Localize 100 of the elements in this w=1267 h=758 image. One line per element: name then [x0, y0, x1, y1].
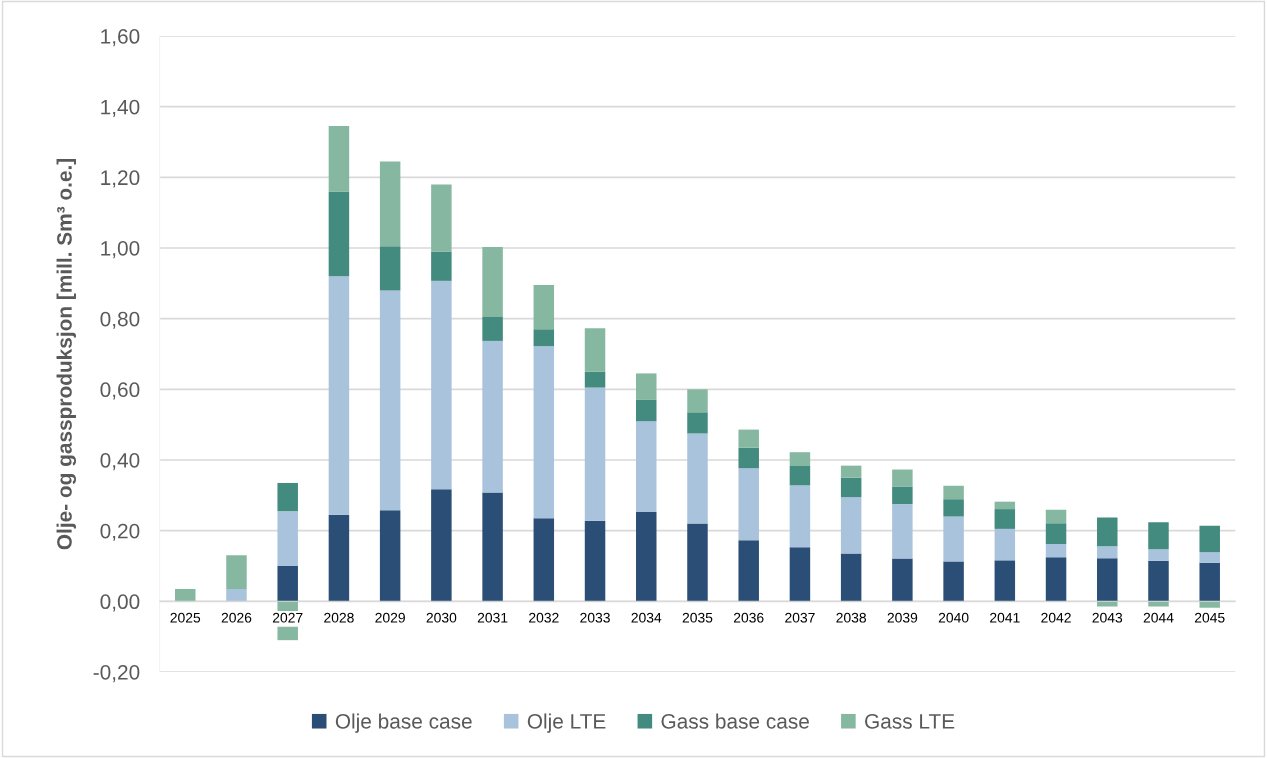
bar — [994, 501, 1016, 510]
legend-label: Gass base case — [661, 713, 809, 729]
bar — [1199, 601, 1220, 608]
x-tick-label: 2031 — [477, 612, 508, 623]
y-tick-label: 0,80 — [100, 311, 140, 329]
bar — [636, 421, 657, 512]
bar — [328, 276, 350, 515]
bar — [1199, 562, 1220, 602]
bar — [584, 520, 606, 602]
bar — [738, 540, 759, 602]
bar — [994, 509, 1016, 529]
bar — [840, 477, 862, 498]
bar — [482, 492, 503, 602]
bar — [482, 316, 503, 341]
bar — [1148, 522, 1169, 550]
bar — [226, 588, 247, 602]
bar — [789, 452, 811, 466]
bar — [636, 399, 657, 422]
bar — [533, 346, 555, 519]
bar — [1045, 544, 1067, 558]
bar — [175, 588, 196, 602]
bar — [738, 429, 759, 448]
bar — [994, 528, 1016, 561]
x-tick-label: 2030 — [426, 612, 457, 623]
bar — [738, 468, 759, 541]
bar — [379, 290, 401, 511]
bar — [328, 514, 350, 602]
bar — [1097, 601, 1118, 607]
bar — [840, 465, 862, 478]
bar — [277, 511, 298, 566]
x-tick-label: 2027 — [272, 612, 303, 623]
bar — [431, 184, 452, 252]
legend-label: Olje LTE — [527, 713, 606, 733]
bar — [892, 558, 913, 602]
x-tick-label: 2035 — [682, 612, 713, 623]
y-tick-label: 0,60 — [100, 382, 140, 400]
bar — [943, 561, 964, 602]
bar — [892, 504, 913, 559]
y-tick-label: 1,00 — [101, 240, 140, 259]
bar — [482, 340, 503, 493]
bar — [1199, 525, 1220, 553]
x-tick-label: 2025 — [170, 612, 201, 623]
x-tick-label: 2043 — [1092, 612, 1123, 623]
bar — [840, 497, 862, 554]
bar — [431, 280, 452, 490]
x-tick-label: 2038 — [836, 612, 866, 623]
bar — [892, 469, 913, 487]
bar — [636, 511, 657, 602]
bar — [943, 485, 964, 500]
bar — [840, 553, 862, 602]
bar — [1097, 546, 1118, 559]
y-tick-label: 0,20 — [100, 523, 140, 541]
bar — [1148, 549, 1169, 561]
bar — [226, 555, 247, 589]
bar — [533, 518, 555, 602]
bar — [533, 329, 555, 347]
x-tick-label: 2039 — [887, 612, 918, 623]
bar — [277, 482, 298, 512]
bar — [943, 516, 964, 562]
x-tick-label: 2045 — [1194, 612, 1225, 623]
bar — [1045, 523, 1067, 545]
bar — [584, 387, 606, 521]
bar — [1097, 517, 1118, 547]
x-tick-label: 2037 — [785, 612, 815, 623]
x-tick-label: 2042 — [1041, 612, 1071, 623]
y-axis-title: Olje- og gassproduksjon [mill. Sm³ o.e.] — [56, 158, 77, 550]
bar — [584, 328, 606, 372]
bar — [1199, 552, 1220, 563]
bar — [636, 373, 657, 400]
bar — [994, 560, 1016, 602]
bar — [1045, 509, 1067, 524]
bar — [328, 126, 350, 192]
bar — [943, 499, 964, 517]
x-tick-label: 2041 — [990, 612, 1020, 623]
bar — [277, 565, 298, 602]
bar — [687, 389, 708, 413]
bar — [379, 161, 401, 247]
x-tick-label: 2040 — [938, 612, 969, 623]
y-tick-label: 0,40 — [100, 452, 140, 471]
x-tick-label: 2036 — [733, 612, 764, 623]
y-tick-label: 1,40 — [101, 99, 140, 117]
bar — [533, 285, 555, 330]
bar — [328, 191, 350, 277]
bar — [892, 486, 913, 505]
bar — [1045, 557, 1067, 602]
bar — [584, 371, 606, 388]
bar — [1097, 558, 1118, 602]
bar — [1148, 560, 1169, 602]
y-tick-label: 1,20 — [101, 170, 140, 188]
bar — [379, 246, 401, 291]
bar — [687, 433, 708, 524]
legend-label: Gass LTE — [865, 713, 955, 729]
bar — [431, 489, 452, 602]
bar — [789, 465, 811, 486]
x-tick-label: 2033 — [580, 612, 610, 623]
y-tick-label: -0,20 — [93, 664, 140, 683]
x-tick-label: 2034 — [631, 612, 662, 623]
bar — [431, 251, 452, 281]
y-tick-label: 0,00 — [100, 594, 140, 612]
bar — [687, 523, 708, 602]
